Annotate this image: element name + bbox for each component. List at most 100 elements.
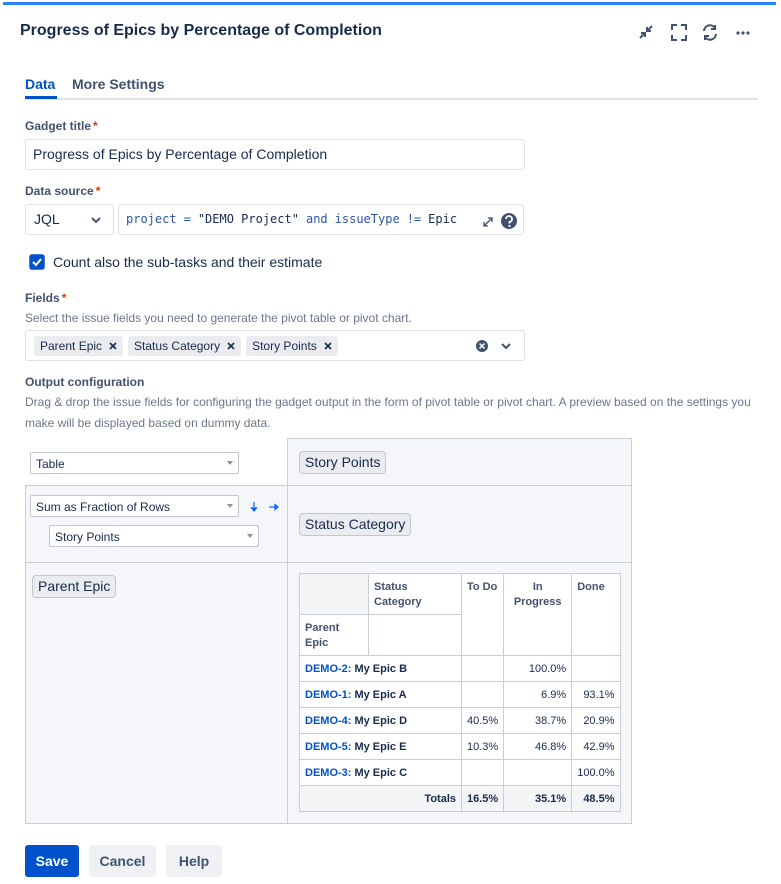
column-label: To Do	[460, 573, 505, 656]
value-cell: 6.9%	[503, 681, 573, 708]
aggregation-select[interactable]: Sum as Fraction of Rows	[30, 495, 239, 517]
jql-icons[interactable]	[481, 212, 519, 230]
tab-indicator	[25, 96, 57, 99]
required-mark: *	[93, 119, 98, 133]
epic-key[interactable]: DEMO-4:	[305, 714, 352, 727]
chip: Story Points	[246, 335, 338, 356]
epic-name: My Epic D	[354, 714, 408, 727]
jql-token: Epic	[428, 212, 458, 226]
data-row: DEMO-4: My Epic D 40.5% 38.7% 20.9%	[299, 707, 621, 734]
value-cell: 10.3%	[460, 733, 505, 760]
field-pill[interactable]: Parent Epic	[32, 575, 117, 598]
row-label: DEMO-4: My Epic D	[299, 707, 462, 734]
value-cell: 100.0%	[571, 759, 621, 786]
jql-token: and	[305, 212, 328, 226]
chip-text: Parent Epic	[40, 338, 103, 353]
checkbox-box	[29, 254, 45, 270]
x-icon	[109, 341, 117, 350]
text-input[interactable]: Progress of Epics by Percentage of Compl…	[25, 139, 525, 170]
rows-zone	[25, 562, 288, 824]
jql-token: "DEMO Project"	[197, 212, 299, 226]
value-cell: 100.0%	[503, 655, 573, 682]
epic-name: My Epic E	[354, 740, 407, 753]
select[interactable]: JQL	[25, 204, 114, 235]
data-row: DEMO-1: My Epic A 6.9% 93.1%	[299, 681, 621, 708]
field-label: Gadget title *	[25, 119, 98, 133]
field-pill[interactable]: Status Category	[299, 513, 412, 536]
measure-select[interactable]: Story Points	[49, 525, 259, 547]
chip-remove[interactable]	[227, 341, 235, 350]
value-cell: 20.9%	[571, 707, 621, 734]
title: Progress of Epics by Percentage of Compl…	[20, 22, 382, 39]
x-icon	[324, 341, 332, 350]
field-pill[interactable]: Story Points	[299, 451, 387, 474]
total-cell: 48.5%	[571, 785, 621, 812]
totals-row: Totals 16.5% 35.1% 48.5%	[299, 785, 621, 812]
jql-token: !=	[406, 212, 422, 226]
data-row: DEMO-2: My Epic B 100.0%	[299, 655, 621, 682]
value-cell	[460, 759, 505, 786]
checkbox-label[interactable]: Count also the sub-tasks and their estim…	[53, 254, 323, 270]
select-icons[interactable]	[474, 338, 514, 354]
row-label: DEMO-2: My Epic B	[299, 655, 462, 682]
select-value: JQL	[34, 211, 60, 227]
jql-input[interactable]: project = "DEMO Project" and issueType !…	[118, 204, 524, 235]
cancel-button[interactable]: Cancel	[89, 845, 156, 877]
totals-label: Totals	[299, 785, 462, 812]
epic-name: My Epic C	[354, 766, 408, 779]
header-row: Status Category To Do In Progress Done	[299, 573, 621, 656]
row-label: DEMO-1: My Epic A	[299, 681, 462, 708]
label-text: Data source	[25, 184, 94, 198]
label-text: Fields	[25, 291, 60, 305]
help-text: Drag & drop the issue fields for configu…	[25, 395, 751, 430]
multi-select[interactable]: Parent Epic Status Category Story Points	[25, 330, 525, 361]
data-row: DEMO-5: My Epic E 10.3% 46.8% 42.9%	[299, 733, 621, 760]
value-cell: 38.7%	[503, 707, 573, 734]
view-select[interactable]: Table	[30, 452, 239, 474]
chip-remove[interactable]	[324, 341, 332, 350]
empty-cell	[368, 614, 462, 656]
label-text: Gadget title	[25, 119, 92, 133]
value-cell: 46.8%	[503, 733, 573, 760]
column-label: Done	[571, 573, 621, 656]
chevron	[91, 217, 101, 224]
section-label: Output configuration	[25, 375, 145, 389]
tab-line	[25, 98, 758, 100]
chip-text: Status Category	[134, 338, 221, 353]
required-mark: *	[61, 291, 67, 305]
data-row: DEMO-3: My Epic C 100.0%	[299, 759, 621, 786]
save-button[interactable]: Save	[25, 845, 79, 877]
chip-remove[interactable]	[109, 341, 117, 350]
epic-key[interactable]: DEMO-5:	[305, 740, 352, 753]
value-cell: 93.1%	[571, 681, 621, 708]
top-border	[3, 2, 776, 5]
epic-key[interactable]: DEMO-3:	[305, 766, 352, 779]
value-cell	[571, 655, 621, 682]
value-cell	[460, 681, 505, 708]
header-icons[interactable]	[636, 22, 756, 42]
jql-token: issueType	[334, 212, 400, 226]
corner-cell	[299, 573, 369, 615]
column-header: Status Category	[368, 573, 462, 615]
epic-key[interactable]: DEMO-1:	[305, 688, 352, 701]
tab[interactable]: More Settings	[72, 76, 165, 92]
header-row: Parent Epic	[299, 614, 621, 656]
field-label: Fields *	[25, 291, 66, 305]
chip-text: Story Points	[252, 338, 317, 353]
row-label: DEMO-3: My Epic C	[299, 759, 462, 786]
help-button[interactable]: Help	[166, 845, 222, 877]
value-cell	[460, 655, 505, 682]
chip: Parent Epic	[34, 335, 124, 356]
pivot-preview: Status Category To Do In Progress Done Paren…	[299, 573, 621, 812]
epic-key[interactable]: DEMO-2:	[305, 662, 352, 675]
pivot-table: Status Category To Do In Progress Done Paren…	[299, 573, 621, 812]
column-label: In Progress	[503, 573, 573, 656]
value-cell: 40.5%	[460, 707, 505, 734]
checkbox[interactable]	[29, 254, 45, 270]
required-mark: *	[95, 184, 101, 198]
jql-token: project	[126, 212, 177, 226]
row-header: Parent Epic	[299, 614, 369, 656]
total-cell: 16.5%	[460, 785, 505, 812]
tab[interactable]: Data	[25, 76, 56, 92]
